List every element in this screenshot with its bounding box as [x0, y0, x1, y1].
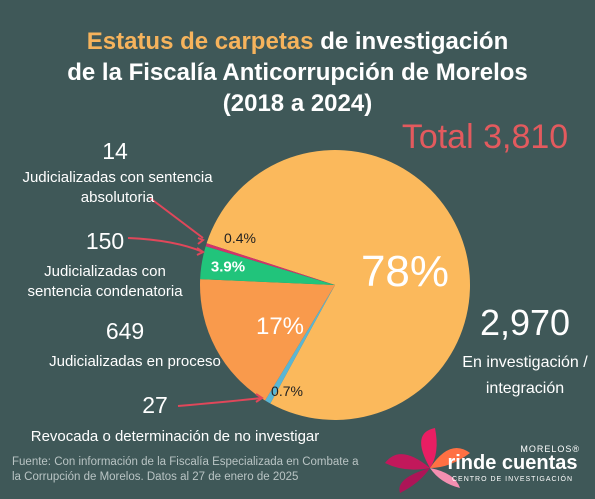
percent-label: 0.4% [224, 230, 256, 246]
percent-label: 17% [255, 313, 305, 340]
arrow [177, 397, 263, 407]
category-label: Revocada o determinación de no investiga… [30, 428, 320, 445]
total-value: 3,810 [483, 118, 569, 156]
category-label: En investigación / integración [462, 354, 588, 397]
percent-label: 78% [360, 247, 450, 296]
total-label: Total [401, 118, 474, 156]
count-label: 27 [142, 392, 168, 418]
count-label: 150 [85, 228, 125, 254]
arrows [127, 197, 264, 407]
pie [200, 150, 471, 420]
pie-slice [200, 246, 335, 285]
percent-label: 3.9% [210, 258, 246, 276]
arrow-head [197, 237, 205, 245]
pie-slice [205, 243, 335, 285]
title-highlight: Estatus de carpetas [86, 28, 314, 55]
pie-slice [200, 279, 335, 401]
arrow [149, 197, 204, 239]
logo-name: rinde cuentas [447, 452, 578, 474]
count-label: 2,970 [479, 302, 571, 343]
title-line: de investigación [320, 28, 509, 55]
pie-slice [265, 285, 335, 404]
logo-sub: CENTRO DE INVESTIGACIÓN [451, 476, 573, 483]
category-label: Judicializadas en proceso [49, 353, 221, 370]
category-label: Judicializadas con sentencia condenatori… [27, 263, 183, 300]
source: Fuente: Con información de la Fiscalía E… [12, 456, 359, 483]
count-label: 14 [102, 138, 128, 164]
total: Total 3,810 [400, 118, 570, 157]
subtitle: (2018 a 2024) [222, 90, 373, 117]
percent-label: 0.7% [271, 383, 303, 399]
pie-slice [206, 150, 471, 420]
logo-top: MORELOS® [520, 444, 580, 454]
logo-flower [385, 428, 470, 493]
arrow-head [255, 393, 264, 403]
arrow-head [196, 247, 205, 256]
title: Estatus de carpetas de investigación de l… [0, 26, 595, 119]
count-label: 649 [105, 318, 145, 344]
category-label: Judicializadas con sentencia absolutoria [22, 169, 213, 206]
title-line: de la Fiscalía Anticorrupción de Morelos [67, 59, 528, 86]
arrow [127, 237, 204, 253]
